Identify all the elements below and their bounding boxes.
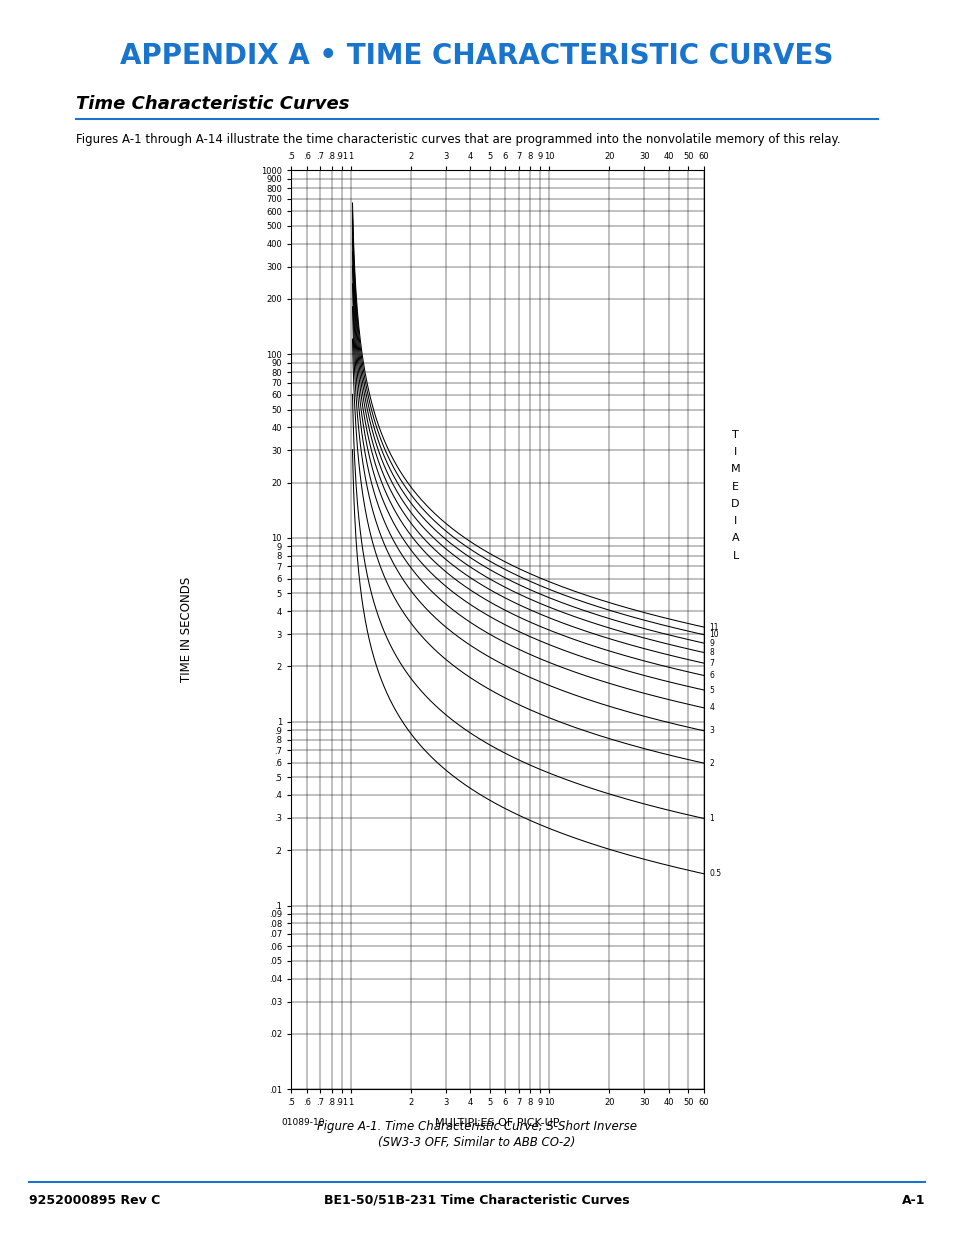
Text: 2: 2 xyxy=(709,758,714,768)
Text: Figures A-1 through A-14 illustrate the time characteristic curves that are prog: Figures A-1 through A-14 illustrate the … xyxy=(76,133,840,147)
Text: 6: 6 xyxy=(709,671,714,680)
Text: 01089-10: 01089-10 xyxy=(281,1118,325,1128)
Text: M: M xyxy=(730,464,740,474)
Text: 0.5: 0.5 xyxy=(709,869,721,878)
Text: 9: 9 xyxy=(709,638,714,647)
Text: 9252000895 Rev C: 9252000895 Rev C xyxy=(29,1194,160,1207)
Text: I: I xyxy=(733,516,737,526)
Text: 11: 11 xyxy=(709,622,719,631)
Text: T: T xyxy=(731,430,739,440)
Text: I: I xyxy=(733,447,737,457)
Text: 8: 8 xyxy=(709,648,714,657)
Text: Figure A-1. Time Characteristic Curve, S-Short Inverse: Figure A-1. Time Characteristic Curve, S… xyxy=(316,1120,637,1134)
Text: A-1: A-1 xyxy=(901,1194,924,1207)
Text: 1: 1 xyxy=(709,814,714,823)
Text: MULTIPLES OF PICK-UP: MULTIPLES OF PICK-UP xyxy=(435,1118,559,1128)
Text: BE1-50/51B-231 Time Characteristic Curves: BE1-50/51B-231 Time Characteristic Curve… xyxy=(324,1194,629,1207)
Text: 7: 7 xyxy=(709,658,714,668)
Text: Time Characteristic Curves: Time Characteristic Curves xyxy=(76,95,350,112)
Text: 10: 10 xyxy=(709,630,719,640)
Text: 4: 4 xyxy=(709,704,714,713)
Text: 5: 5 xyxy=(709,685,714,694)
Text: E: E xyxy=(731,482,739,492)
Text: 3: 3 xyxy=(709,726,714,735)
Text: D: D xyxy=(731,499,739,509)
Text: L: L xyxy=(732,551,738,561)
Text: A: A xyxy=(731,534,739,543)
Text: APPENDIX A • TIME CHARACTERISTIC CURVES: APPENDIX A • TIME CHARACTERISTIC CURVES xyxy=(120,42,833,69)
Text: TIME IN SECONDS: TIME IN SECONDS xyxy=(179,577,193,683)
Text: (SW3-3 OFF, Similar to ABB CO-2): (SW3-3 OFF, Similar to ABB CO-2) xyxy=(378,1136,575,1150)
